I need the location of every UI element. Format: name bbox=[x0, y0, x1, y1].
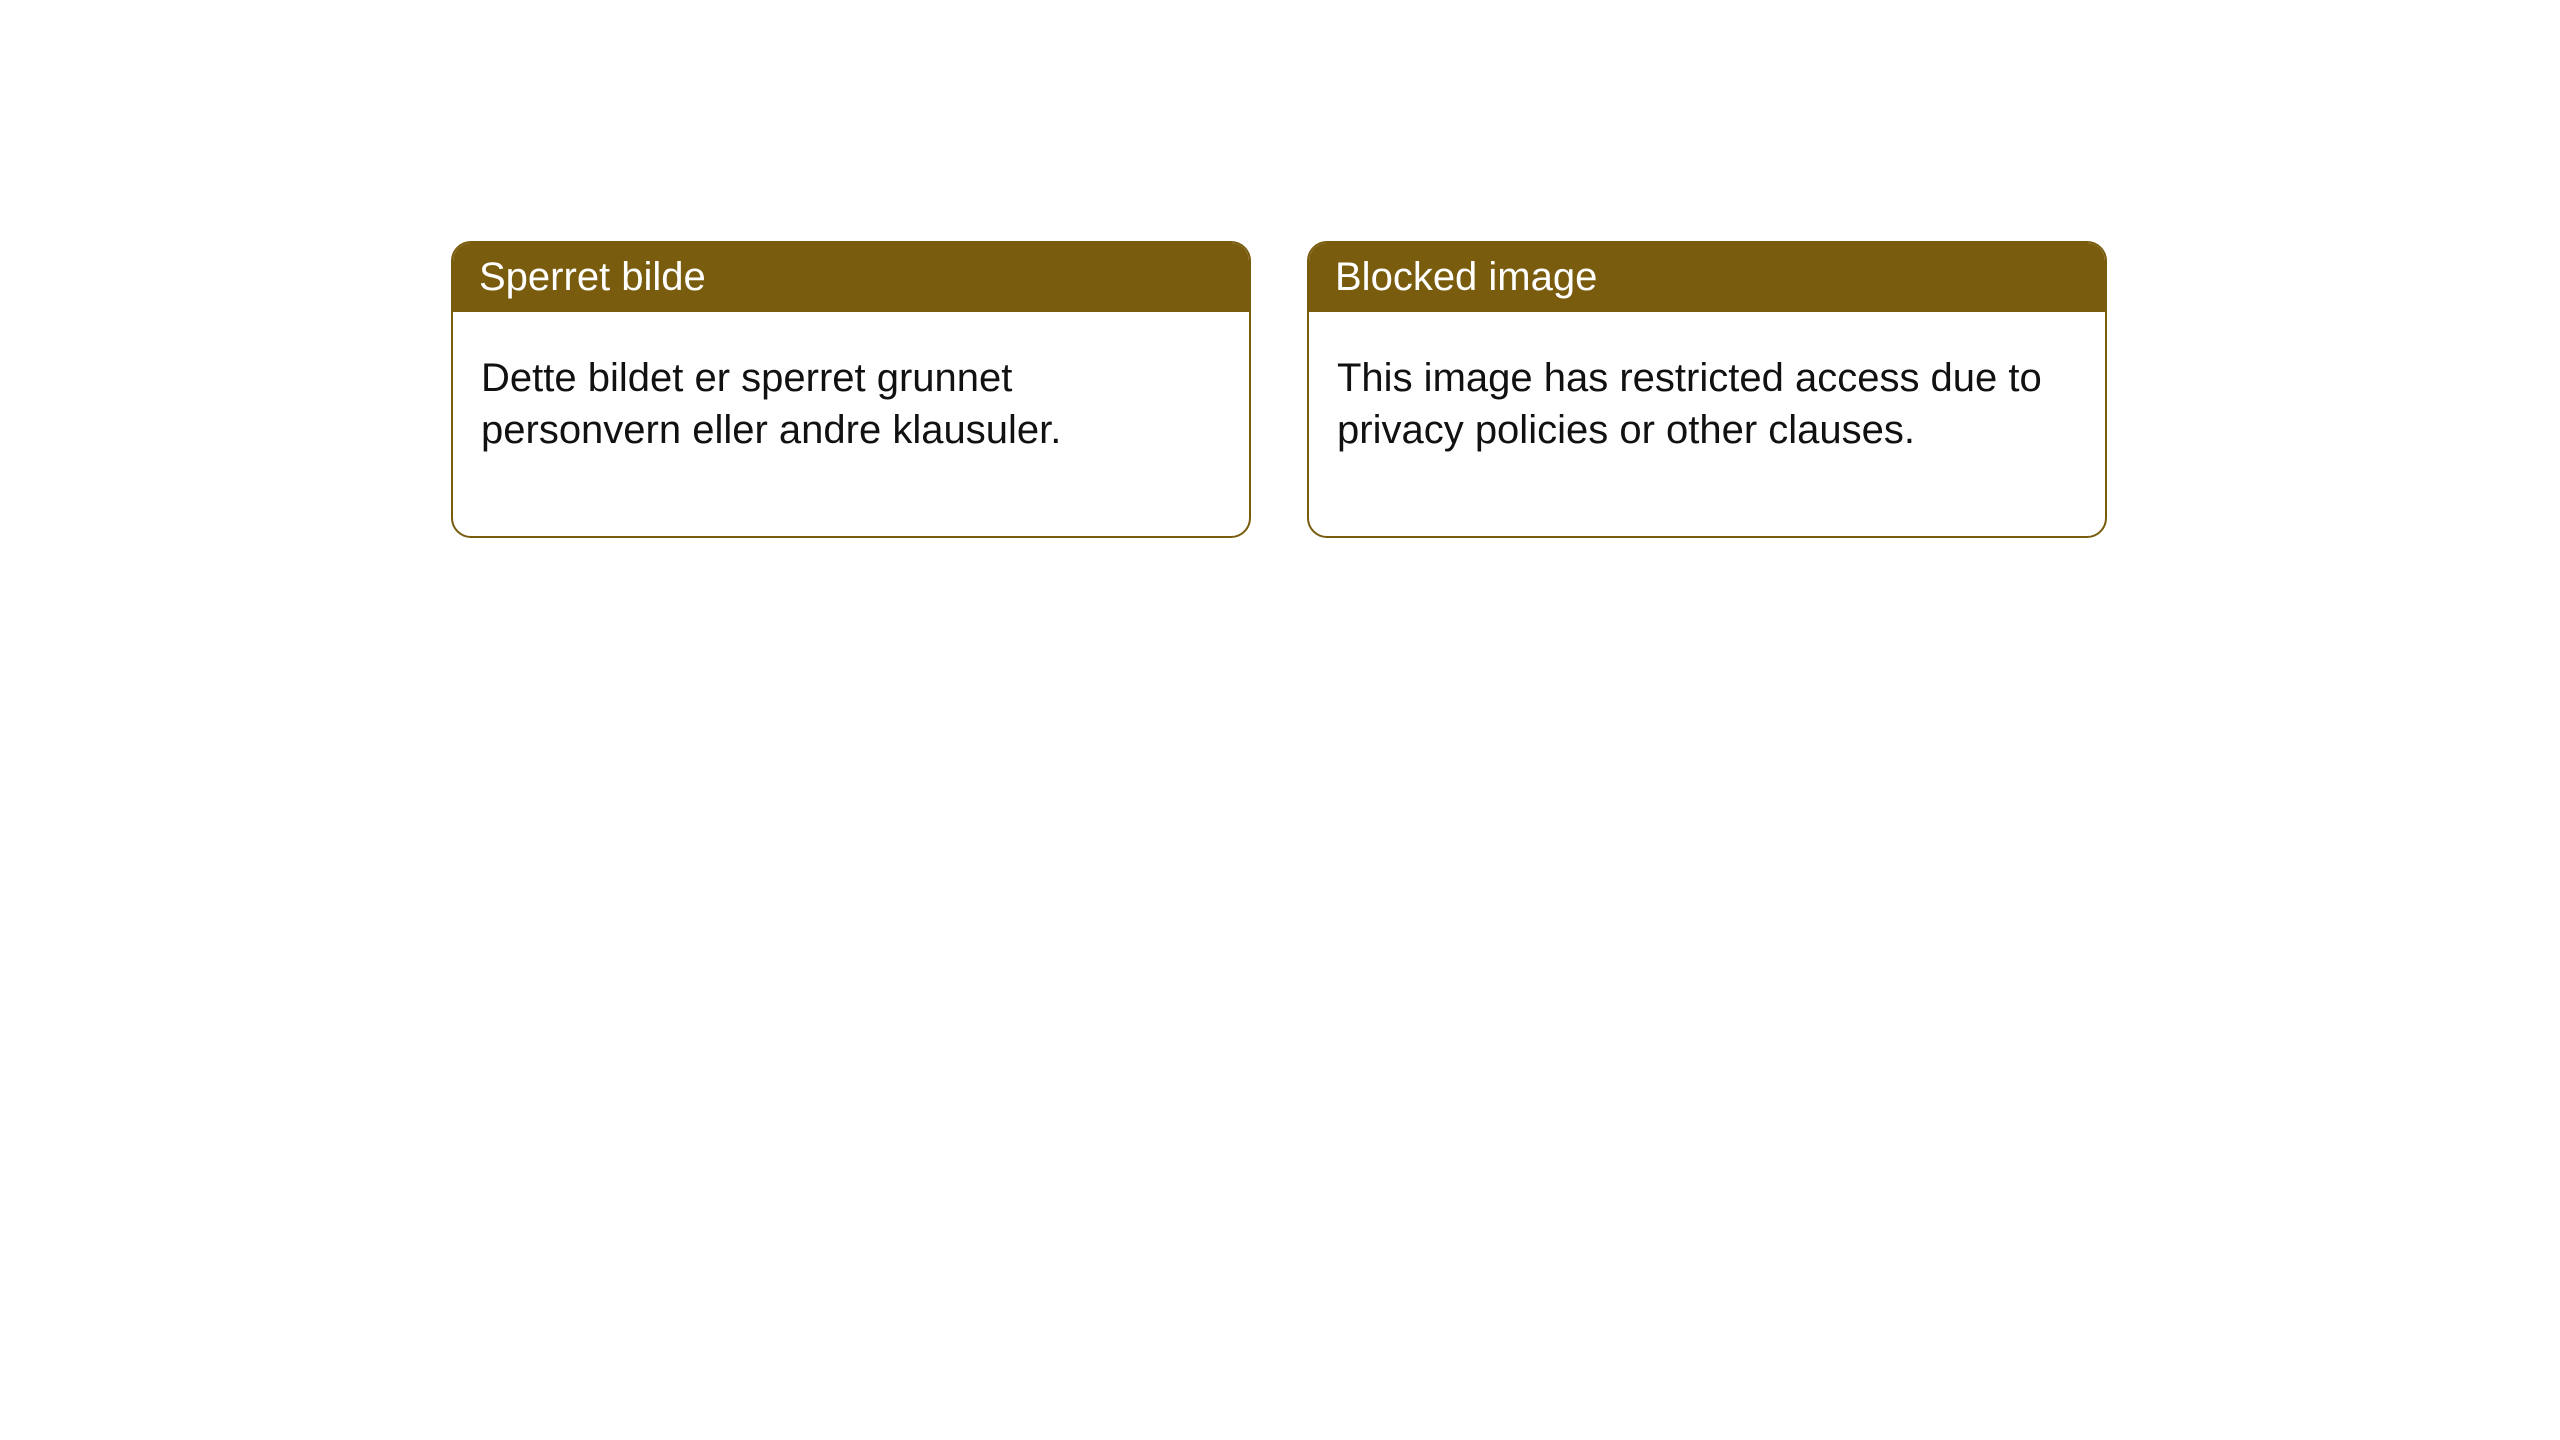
card-body: Dette bildet er sperret grunnet personve… bbox=[453, 312, 1249, 536]
notice-card-container: Sperret bilde Dette bildet er sperret gr… bbox=[451, 241, 2107, 538]
card-title: Sperret bilde bbox=[479, 255, 706, 299]
card-header: Sperret bilde bbox=[453, 243, 1249, 312]
notice-card-english: Blocked image This image has restricted … bbox=[1307, 241, 2107, 538]
card-body-text: Dette bildet er sperret grunnet personve… bbox=[481, 356, 1061, 452]
notice-card-norwegian: Sperret bilde Dette bildet er sperret gr… bbox=[451, 241, 1251, 538]
card-body-text: This image has restricted access due to … bbox=[1337, 356, 2042, 452]
card-header: Blocked image bbox=[1309, 243, 2105, 312]
card-title: Blocked image bbox=[1335, 255, 1597, 299]
card-body: This image has restricted access due to … bbox=[1309, 312, 2105, 536]
